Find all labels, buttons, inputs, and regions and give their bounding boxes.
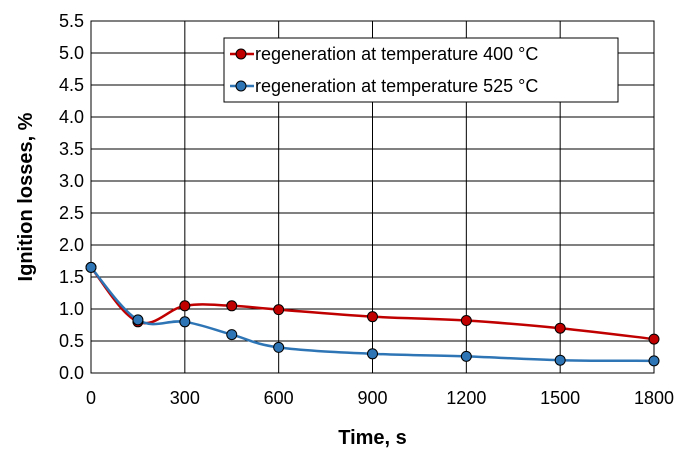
series-2-point xyxy=(132,314,144,326)
series-1-point xyxy=(460,315,472,327)
x-tick-label: 1800 xyxy=(634,388,674,408)
y-tick-label: 4.0 xyxy=(59,107,84,127)
legend-box xyxy=(223,37,619,103)
series-1-point xyxy=(648,333,660,345)
x-tick-label: 300 xyxy=(170,388,200,408)
series-2-point xyxy=(226,329,238,341)
series-group xyxy=(85,261,660,367)
series-2-point xyxy=(367,348,378,360)
y-tick-label: 3.5 xyxy=(59,139,84,159)
y-tick-label: 1.0 xyxy=(59,299,84,319)
x-tick-label: 1200 xyxy=(446,388,486,408)
series-1-point xyxy=(367,311,378,323)
y-tick-label: 5.5 xyxy=(59,11,84,31)
series-2-point xyxy=(554,354,566,366)
series-1-point xyxy=(273,304,285,316)
x-tick-label: 0 xyxy=(86,388,96,408)
y-axis-title: Ignition losses, % xyxy=(15,112,37,281)
x-tick-label: 1500 xyxy=(540,388,580,408)
series-2-point xyxy=(85,261,97,273)
series-1-point xyxy=(554,322,566,334)
series-1-point xyxy=(226,300,238,312)
y-tick-label: 1.5 xyxy=(59,267,84,287)
axes: 0.0 0.5 1.0 1.5 2.0 2.5 3.0 3.5 4.0 4.5 5.0 5.5 0 300… xyxy=(59,11,674,408)
series-1-point xyxy=(179,300,191,312)
series-2-point xyxy=(648,355,660,367)
series-2-point xyxy=(460,350,472,362)
legend-marker-2 xyxy=(235,80,247,92)
x-tick-label: 900 xyxy=(357,388,387,408)
legend-label-2: regeneration at temperature 525 °C xyxy=(255,76,538,96)
legend: regeneration at temperature 400 °C regene… xyxy=(223,37,619,103)
legend-label-1: regeneration at temperature 400 °C xyxy=(255,44,538,64)
x-axis-title: Time, s xyxy=(338,427,407,449)
y-tick-label: 3.0 xyxy=(59,171,84,191)
x-tick-label: 600 xyxy=(264,388,294,408)
y-tick-label: 2.5 xyxy=(59,203,84,223)
series-line-2 xyxy=(90,266,655,363)
series-2-point xyxy=(179,316,191,328)
series-2-point xyxy=(273,341,285,353)
y-tick-label: 4.5 xyxy=(59,75,84,95)
legend-marker-1 xyxy=(235,48,247,60)
series-line-1 xyxy=(90,266,655,341)
y-tick-label: 0.0 xyxy=(59,363,84,383)
plot-border xyxy=(90,20,655,374)
y-tick-label: 5.0 xyxy=(59,43,84,63)
y-tick-label: 2.0 xyxy=(59,235,84,255)
y-tick-label: 0.5 xyxy=(59,331,84,351)
